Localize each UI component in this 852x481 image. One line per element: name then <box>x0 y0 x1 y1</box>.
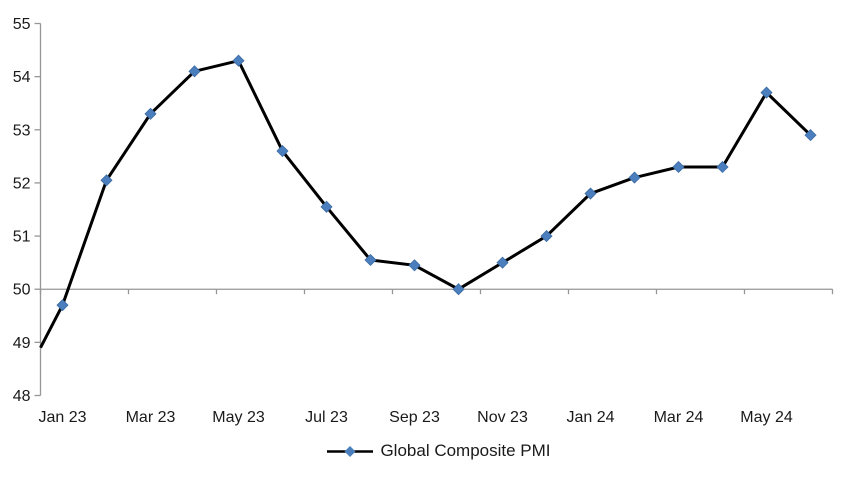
x-tick-label: Nov 23 <box>477 409 528 426</box>
legend: Global Composite PMI <box>13 441 852 461</box>
x-tick-label: Mar 24 <box>654 409 704 426</box>
data-point-marker <box>496 256 509 269</box>
legend-diamond-marker <box>344 445 356 457</box>
x-tick-label: Jul 23 <box>305 409 348 426</box>
pmi-series-line <box>39 58 812 349</box>
x-axis <box>39 288 834 295</box>
data-point-marker <box>144 107 157 120</box>
y-tick-label: 54 <box>13 69 31 86</box>
x-tick-label: Jan 24 <box>566 409 614 426</box>
data-point-marker <box>628 171 641 184</box>
data-point-marker <box>320 200 333 213</box>
data-point-marker <box>672 160 685 174</box>
y-tick-labels: 55 54 53 52 51 50 49 48 <box>13 16 31 405</box>
data-point-marker <box>188 65 201 78</box>
data-point-marker <box>540 230 553 243</box>
data-point-marker <box>56 299 69 312</box>
data-point-marker <box>760 86 773 99</box>
data-point-marker <box>584 187 597 200</box>
y-tick-label: 51 <box>13 229 31 246</box>
data-point-marker <box>452 283 465 296</box>
x-tick-label: May 23 <box>212 409 265 426</box>
data-point-marker <box>100 174 113 187</box>
y-tick-label: 48 <box>13 388 31 405</box>
y-tick-label: 52 <box>13 175 31 192</box>
x-tick-label: Jan 23 <box>38 409 86 426</box>
data-point-marker <box>232 54 245 67</box>
data-point-marker <box>364 253 377 267</box>
x-tick-label: Mar 23 <box>126 409 176 426</box>
x-tick-label: May 24 <box>740 409 793 426</box>
y-tick-label: 55 <box>13 16 31 33</box>
data-point-marker <box>408 259 421 272</box>
y-tick-label: 49 <box>13 335 31 352</box>
data-point-marker <box>716 160 729 174</box>
y-axis <box>34 22 42 397</box>
y-tick-label: 53 <box>13 122 31 139</box>
x-tick-labels: Jan 23 Mar 23 May 23 Jul 23 Sep 23 Nov 23 Jan … <box>38 409 792 426</box>
data-point-marker <box>804 129 817 142</box>
pmi-series-markers <box>56 54 817 312</box>
data-point-marker <box>276 144 289 158</box>
x-tick-label: Sep 23 <box>389 409 440 426</box>
legend-label: Global Composite PMI <box>380 441 551 460</box>
y-tick-label: 50 <box>13 282 31 299</box>
legend-line-marker-icon <box>327 445 374 457</box>
